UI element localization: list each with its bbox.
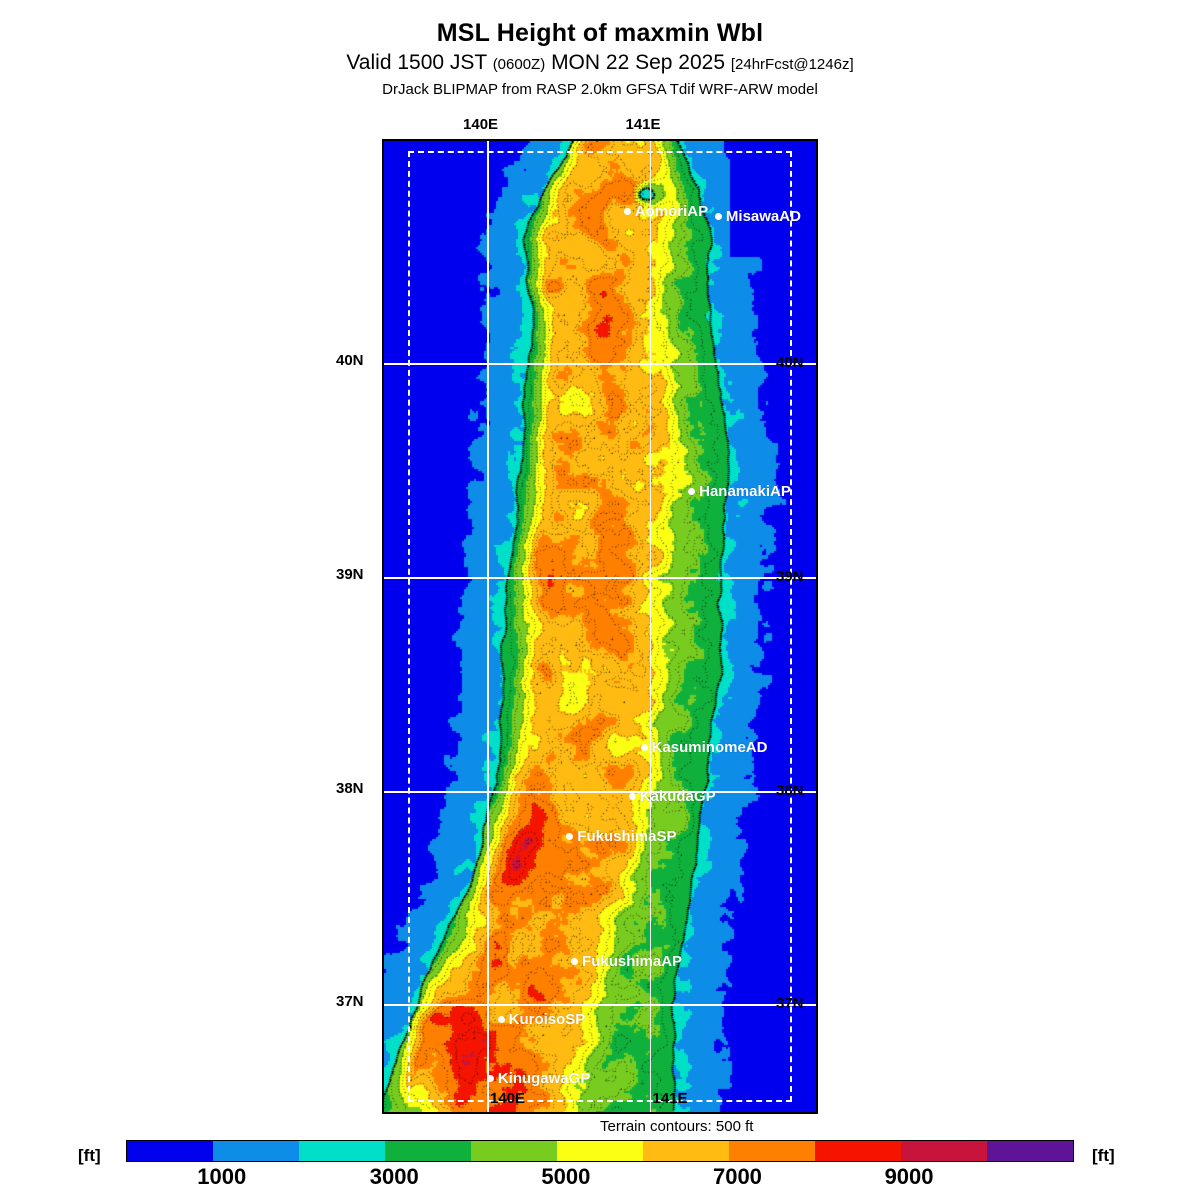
- valid-prefix: Valid 1500 JST: [346, 51, 487, 74]
- colorbar-swatch-1[interactable]: [213, 1141, 299, 1161]
- station-label: KuroisoSP: [508, 1010, 586, 1028]
- station-label: KinugawaGP: [497, 1070, 591, 1088]
- station-marker-kakudagp[interactable]: KakudaGP: [628, 787, 716, 805]
- colorbar-tick-1000: 1000: [197, 1164, 247, 1189]
- station-dot-icon: [628, 792, 636, 800]
- station-label: FukushimaAP: [582, 952, 683, 970]
- station-marker-aomoriap[interactable]: AomoriAP: [623, 202, 709, 221]
- colorbar-swatch-4[interactable]: [471, 1141, 557, 1161]
- colorbar-tick-9000: 9000: [884, 1164, 934, 1189]
- colorbar[interactable]: [126, 1140, 1074, 1162]
- axis-lon-label-top-140E: 140E: [463, 116, 499, 133]
- model-source-line: DrJack BLIPMAP from RASP 2.0km GFSA Tdif…: [382, 81, 818, 98]
- colorbar-swatch-9[interactable]: [901, 1141, 987, 1161]
- map-lat-label-right-39N: 39N: [776, 568, 804, 586]
- graticule-parallel-38N: [384, 791, 816, 793]
- station-marker-misawaad[interactable]: MisawaAD: [714, 207, 801, 226]
- station-label: FukushimaSP: [577, 828, 677, 846]
- station-marker-hanamakiap[interactable]: HanamakiAP: [688, 483, 791, 501]
- colorbar-swatch-6[interactable]: [643, 1141, 729, 1161]
- colorbar-swatch-3[interactable]: [385, 1141, 471, 1161]
- terrain-contour-note: Terrain contours: 500 ft: [600, 1118, 754, 1135]
- colorbar-swatch-2[interactable]: [299, 1141, 385, 1161]
- colorbar-swatch-5[interactable]: [557, 1141, 643, 1161]
- station-marker-kinugawagp[interactable]: KinugawaGP: [486, 1070, 591, 1088]
- map-lat-label-right-40N: 40N: [776, 354, 804, 372]
- valid-time-line: Valid 1500 JST (0600Z) MON 22 Sep 2025 […: [0, 49, 1200, 78]
- map-lat-label-right-38N: 38N: [776, 782, 804, 800]
- colorbar-tick-3000: 3000: [369, 1164, 419, 1189]
- forecast-tag: [24hrFcst@1246z]: [730, 56, 854, 73]
- axis-lat-label-left-38N: 38N: [336, 780, 364, 798]
- station-label: HanamakiAP: [699, 482, 791, 500]
- valid-utc: (0600Z): [492, 56, 546, 73]
- station-dot-icon: [688, 487, 696, 495]
- colorbar-swatches[interactable]: [126, 1140, 1074, 1162]
- inmap-axis-label-layer: 40N 39N 38N 37N 140E 141E: [384, 141, 816, 1112]
- axis-lat-label-left-39N: 39N: [336, 566, 364, 584]
- forecast-map[interactable]: AomoriAP MisawaAD HanamakiAP KasuminomeAD Ka…: [382, 139, 818, 1114]
- graticule-parallel-39N: [384, 577, 816, 579]
- map-lat-label-right-37N: 37N: [776, 995, 804, 1013]
- graticule-parallel-40N: [384, 363, 816, 365]
- colorbar-tick-5000: 5000: [541, 1164, 591, 1189]
- station-dot-icon: [571, 957, 579, 965]
- station-label: AomoriAP: [634, 202, 709, 220]
- terrain-colorfill-canvas: [384, 141, 816, 1112]
- graticule-meridian-141E: [649, 141, 651, 1112]
- station-marker-kasuminomead[interactable]: KasuminomeAD: [640, 738, 768, 757]
- station-marker-kuroisosp[interactable]: KuroisoSP: [497, 1010, 586, 1028]
- axis-lon-label-top-141E: 141E: [625, 116, 661, 133]
- graticule-meridian-140E: [487, 141, 489, 1112]
- station-label: KakudaGP: [639, 787, 716, 805]
- axis-lat-label-left-40N: 40N: [336, 352, 364, 370]
- station-marker-fukushimasp[interactable]: FukushimaSP: [566, 828, 677, 846]
- map-lon-label-bottom-141E: 141E: [652, 1090, 688, 1107]
- station-dot-icon: [640, 743, 648, 751]
- map-lon-label-bottom-140E: 140E: [490, 1090, 526, 1107]
- station-marker-fukushimaap[interactable]: FukushimaAP: [571, 953, 682, 971]
- colorbar-swatch-0[interactable]: [127, 1141, 213, 1161]
- station-dot-icon: [623, 207, 631, 215]
- station-marker-layer: AomoriAP MisawaAD HanamakiAP KasuminomeAD Ka…: [384, 141, 816, 1112]
- colorbar-swatch-8[interactable]: [815, 1141, 901, 1161]
- colorbar-tick-7000: 7000: [712, 1164, 762, 1189]
- station-dot-icon: [486, 1075, 494, 1083]
- station-dot-icon: [566, 833, 574, 841]
- colorbar-unit-left: [ft]: [78, 1146, 101, 1165]
- station-dot-icon: [497, 1015, 505, 1023]
- station-dot-icon: [714, 212, 722, 220]
- colorbar-swatch-7[interactable]: [729, 1141, 815, 1161]
- axis-lat-label-left-37N: 37N: [336, 993, 364, 1011]
- chart-header: MSL Height of maxmin Wbl Valid 1500 JST …: [0, 18, 1200, 101]
- colorbar-swatch-10[interactable]: [987, 1141, 1073, 1161]
- valid-date: MON 22 Sep 2025: [551, 51, 725, 74]
- graticule-parallel-37N: [384, 1004, 816, 1006]
- station-label: MisawaAD: [725, 207, 801, 225]
- colorbar-unit-right: [ft]: [1092, 1146, 1115, 1165]
- station-label: KasuminomeAD: [651, 738, 768, 756]
- page-title: MSL Height of maxmin Wbl: [436, 19, 764, 47]
